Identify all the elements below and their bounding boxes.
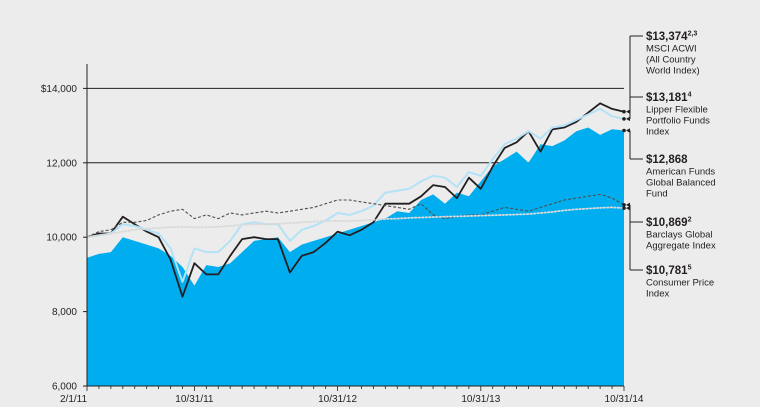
callout-name-cpi: Index <box>646 289 669 300</box>
series-line-cpi <box>86 206 625 239</box>
y-tick-label: 8,000 <box>52 307 77 318</box>
arrow-head-barclays <box>626 202 630 208</box>
callout-name-barclays: Aggregate Index <box>646 241 716 252</box>
callout-name-barclays: Barclays Global <box>646 230 713 241</box>
callout-name-fund: Global Balanced <box>646 178 716 189</box>
x-tick-label: 10/31/14 <box>605 394 644 405</box>
callout-value-cpi: $10,7815 <box>646 265 692 278</box>
callout-footnote-cpi: 5 <box>688 265 692 272</box>
end-marker-msci <box>622 109 626 114</box>
callout-name-fund: American Funds <box>646 167 715 178</box>
callout-name-cpi: Consumer Price <box>646 278 714 289</box>
y-tick-label: $14,000 <box>41 84 78 95</box>
end-marker-fund <box>622 128 626 133</box>
callout-value-msci: $13,3742,3 <box>646 31 697 44</box>
series-lines-layer <box>86 102 625 298</box>
series-line-msci <box>86 102 625 298</box>
x-tick-label: 2/1/11 <box>60 394 87 405</box>
x-tick-label: 10/31/12 <box>318 394 357 405</box>
x-tick-label: 10/31/13 <box>461 394 500 405</box>
callout-value-barclays: $10,8692 <box>646 217 692 230</box>
callout-footnote-lipper: 4 <box>688 92 692 99</box>
series-area-fund <box>87 127 624 386</box>
callout-name-fund: Fund <box>646 189 668 200</box>
y-tick-label: 10,000 <box>46 233 77 244</box>
end-marker-barclays <box>622 203 626 207</box>
callout-name-lipper: Lipper Flexible <box>646 105 708 116</box>
series-line-barclays <box>86 193 625 238</box>
arrow-head-fund <box>626 128 630 133</box>
y-tick-label: 6,000 <box>52 382 77 393</box>
arrow-head-msci <box>626 109 630 114</box>
callout-name-lipper: Index <box>646 127 669 138</box>
fund-area-layer <box>87 127 624 386</box>
callout-footnote-msci: 2,3 <box>688 31 698 38</box>
series-line-lipper <box>86 107 625 283</box>
arrow-head-lipper <box>626 116 630 122</box>
callout-name-lipper: Portfolio Funds <box>646 116 710 127</box>
end-marker-cpi <box>622 206 626 210</box>
arrow-head-cpi <box>626 205 630 211</box>
callout-name-msci: (All Country <box>646 55 696 66</box>
y-tick-label: 12,000 <box>46 158 77 169</box>
callout-name-msci: MSCI ACWI <box>646 44 697 55</box>
callout-name-msci: World Index) <box>646 66 700 77</box>
callout-footnote-barclays: 2 <box>688 217 692 224</box>
end-marker-lipper <box>622 117 626 121</box>
callout-value-lipper: $13,1814 <box>646 92 692 105</box>
x-tick-label: 10/31/11 <box>175 394 214 405</box>
callout-value-fund: $12,868 <box>646 154 688 166</box>
chart-axes: 6,000 8,000 10,000 12,000 $14,000 2/1/11 10/31… <box>41 64 644 405</box>
